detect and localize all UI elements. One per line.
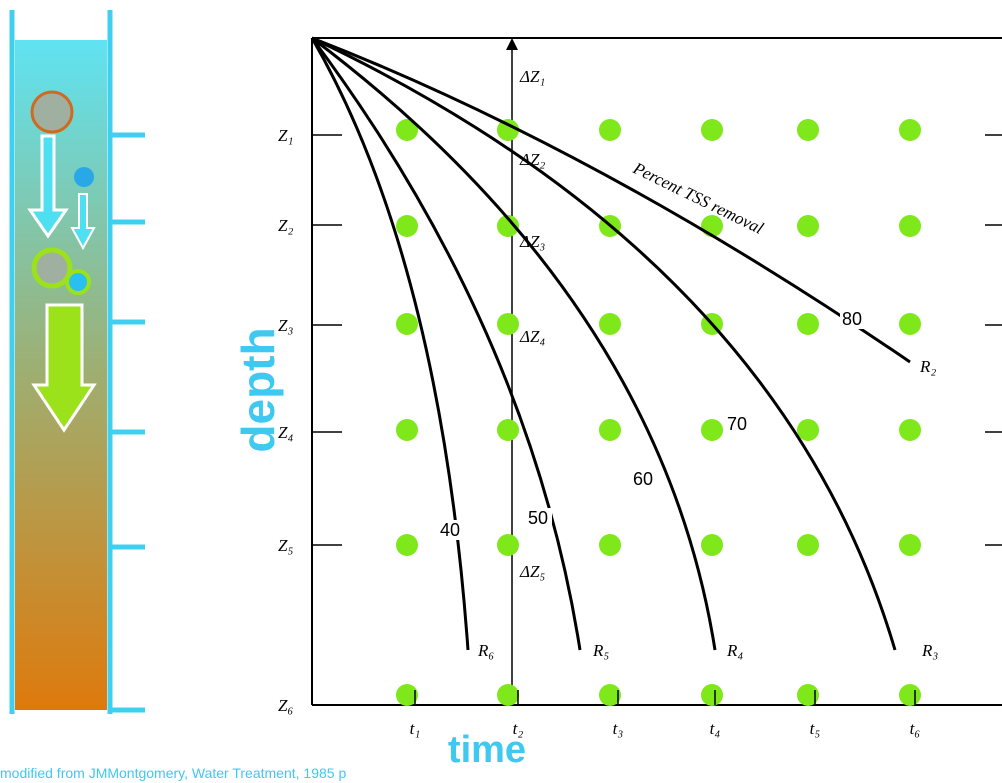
- interval-label: ΔZ₄: [519, 327, 545, 346]
- interval-label: ΔZ₁: [519, 67, 545, 86]
- sample-dot: [797, 313, 819, 335]
- depth-label: Z₄: [278, 423, 293, 442]
- sample-dot: [797, 119, 819, 141]
- label-bg: [526, 508, 552, 528]
- sample-dot: [497, 684, 519, 706]
- sample-dot: [701, 534, 723, 556]
- time-label: t₆: [910, 719, 921, 738]
- sample-dot: [701, 119, 723, 141]
- sample-dot: [797, 215, 819, 237]
- sample-dot: [497, 534, 519, 556]
- frame: [311, 37, 1002, 706]
- depth-label: Z₅: [278, 536, 293, 555]
- sample-dot: [599, 684, 621, 706]
- removal-curve: [310, 37, 470, 651]
- curve-name: R₄: [726, 641, 743, 660]
- depth-label: Z₁: [278, 126, 293, 145]
- y-axis-label: depth: [232, 327, 284, 452]
- sample-dot: [701, 684, 723, 706]
- sample-dot: [396, 119, 418, 141]
- sample-dot: [899, 119, 921, 141]
- depth-label: Z₂: [278, 216, 293, 235]
- sample-dot: [396, 215, 418, 237]
- interval-label: ΔZ₃: [519, 232, 545, 251]
- label-bg: [840, 309, 866, 329]
- sample-dot: [497, 313, 519, 335]
- sample-dot: [899, 215, 921, 237]
- sample-dot: [497, 119, 519, 141]
- time-label: t₂: [513, 719, 524, 738]
- depth-label: Z₆: [278, 696, 293, 715]
- curve-name: R₅: [592, 641, 609, 660]
- time-label: t₁: [410, 719, 421, 738]
- caption: modified from JMMontgomery, Water Treatm…: [0, 765, 346, 781]
- percent-label: 60: [633, 469, 653, 489]
- sample-dot: [396, 419, 418, 441]
- time-label: t₃: [613, 719, 624, 738]
- curve-name: R₃: [921, 641, 938, 660]
- interval-label: ΔZ₅: [519, 562, 545, 581]
- curve-name: R₆: [477, 641, 494, 660]
- label-bg: [725, 414, 751, 434]
- sample-dot: [797, 419, 819, 441]
- sample-dot: [899, 684, 921, 706]
- interval-label: ΔZ₂: [519, 150, 545, 169]
- time-label: t₄: [710, 719, 721, 738]
- sample-dot: [899, 419, 921, 441]
- sample-dot: [599, 419, 621, 441]
- sample-dot: [497, 419, 519, 441]
- time-label: t₅: [810, 719, 821, 738]
- sample-dot: [797, 534, 819, 556]
- percent-label: 50: [528, 508, 548, 528]
- percent-label: 40: [440, 520, 460, 540]
- removal-curve: [311, 36, 911, 364]
- removal-curve: [311, 36, 717, 651]
- depth-label: Z₃: [278, 316, 293, 335]
- sample-dot: [497, 215, 519, 237]
- settling-column: [9, 10, 145, 714]
- sample-dot: [797, 684, 819, 706]
- sample-dot: [599, 534, 621, 556]
- percent-label: 80: [842, 309, 862, 329]
- sample-dot: [701, 419, 723, 441]
- sample-dot: [396, 534, 418, 556]
- removal-curve: [311, 36, 897, 651]
- sample-dot: [899, 534, 921, 556]
- label-bg: [631, 469, 657, 489]
- sample-dot: [396, 313, 418, 335]
- x-axis-label: time: [448, 729, 526, 771]
- sample-dot: [599, 119, 621, 141]
- label-bg: [438, 520, 464, 540]
- sample-dot: [599, 313, 621, 335]
- removal-curve: [310, 37, 582, 651]
- sample-dot: [899, 313, 921, 335]
- sample-dot: [396, 684, 418, 706]
- percent-label: 70: [727, 414, 747, 434]
- curve-name: R₂: [919, 357, 936, 376]
